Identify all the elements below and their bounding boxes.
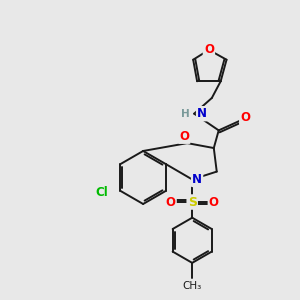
Text: H: H [181, 109, 189, 119]
Text: O: O [209, 196, 219, 208]
Text: CH₃: CH₃ [183, 280, 202, 290]
Text: N: N [192, 173, 202, 186]
Text: O: O [179, 130, 189, 143]
Text: N: N [197, 107, 207, 120]
Text: O: O [204, 44, 214, 56]
Text: O: O [166, 196, 176, 208]
Text: Cl: Cl [96, 186, 108, 199]
Text: S: S [188, 196, 197, 208]
Text: O: O [240, 111, 250, 124]
